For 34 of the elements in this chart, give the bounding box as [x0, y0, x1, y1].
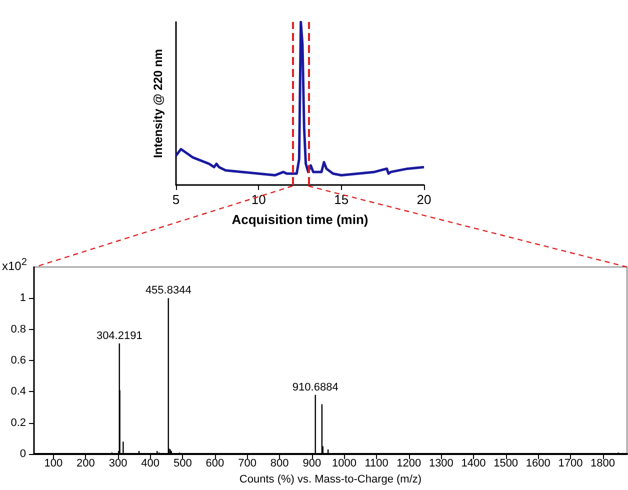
x-tick-label: 300 — [108, 458, 128, 470]
y-tick-label: 1 — [20, 292, 26, 304]
annotation: 304.2191 — [96, 330, 142, 342]
x-tick-label: 1700 — [558, 458, 583, 470]
x-tick-label: 1000 — [332, 458, 356, 470]
x-tick-label: 600 — [206, 458, 224, 470]
annotation: 455.8344 — [145, 284, 192, 297]
y-tick-label: 0.6 — [10, 354, 26, 367]
x-axis-title: Counts (%) vs. Mass-to-Charge (m/z) — [239, 474, 422, 486]
x-tick-label: 1600 — [526, 458, 550, 470]
y-tick-label: 0.4 — [10, 386, 26, 398]
x-tick-label: 10 — [251, 192, 266, 207]
x-tick-label: 200 — [76, 458, 95, 470]
y-axis-title: Intensity @ 220 nm — [151, 48, 165, 158]
x-tick-label: 800 — [270, 458, 289, 470]
x-tick-label: 100 — [44, 458, 63, 470]
x-tick-label: 5 — [172, 192, 180, 207]
x-axis-title: Acquisition time (min) — [232, 212, 368, 227]
x-tick-label: 20 — [416, 192, 432, 207]
x-tick-label: 700 — [238, 458, 256, 470]
x-tick-label: 1300 — [428, 458, 454, 470]
x-tick-label: 500 — [173, 458, 192, 470]
x-tick-label: 1100 — [364, 458, 388, 470]
y-tick-label: 0.8 — [10, 323, 26, 336]
x-tick-label: 1200 — [396, 458, 422, 470]
y-tick-label: 0.2 — [10, 416, 26, 429]
x-tick-label: 1400 — [461, 458, 486, 470]
x-tick-label: 900 — [302, 458, 322, 470]
x-tick-label: 1800 — [590, 458, 616, 470]
x-tick-label: 1500 — [494, 458, 518, 470]
y-tick-label: 0 — [20, 448, 26, 460]
x-tick-label: 400 — [141, 458, 160, 470]
annotation: 910.6884 — [292, 381, 338, 394]
y-axis-title: x10$^{2}$ — [2, 257, 27, 273]
